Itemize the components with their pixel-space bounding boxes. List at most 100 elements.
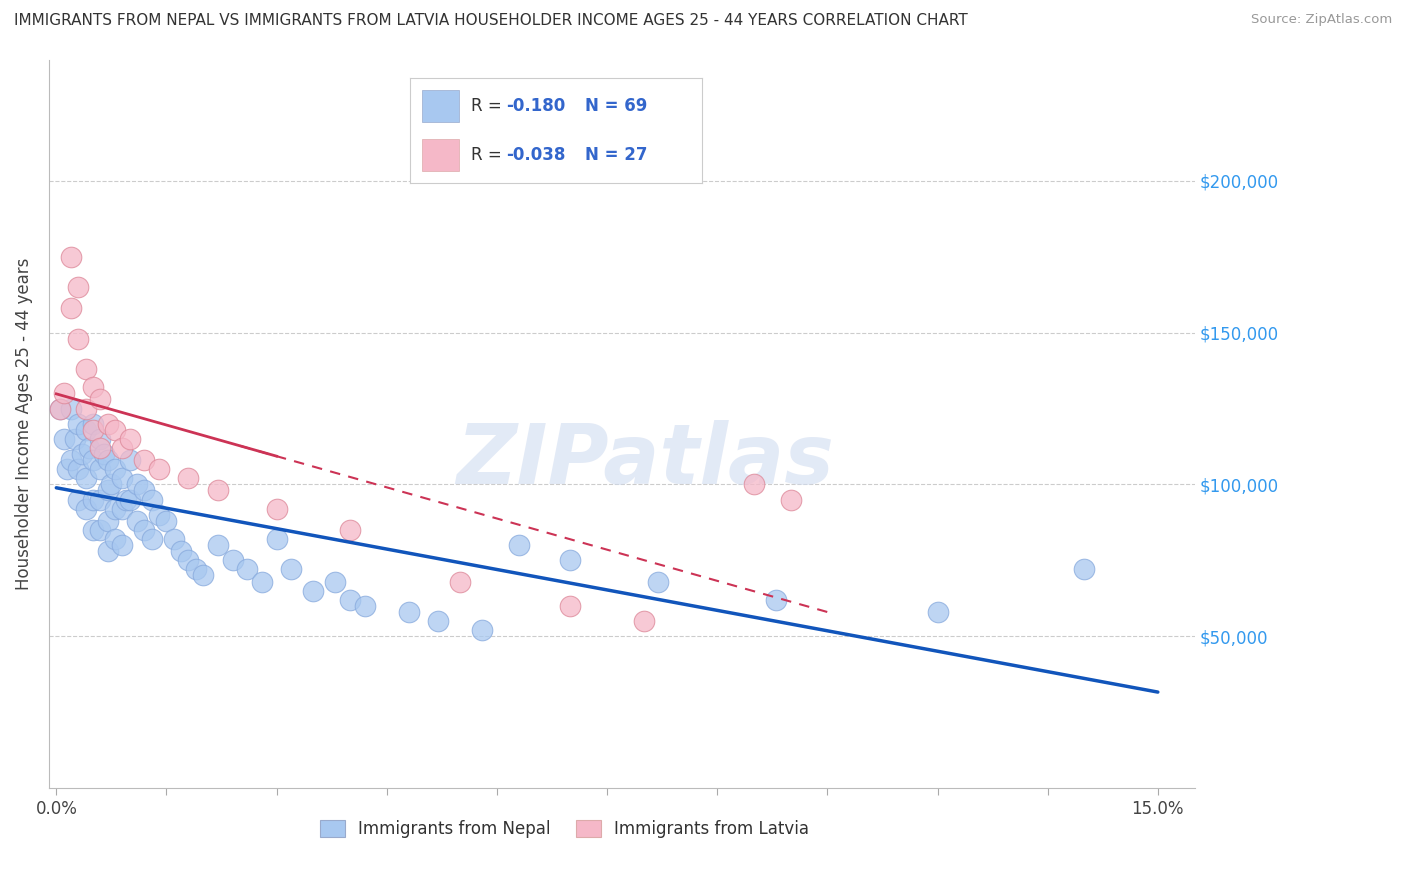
Point — [82, 453, 104, 467]
Point — [779, 492, 801, 507]
Point — [302, 583, 325, 598]
Point — [353, 599, 375, 613]
Point — [67, 492, 90, 507]
Point — [59, 301, 82, 316]
Point — [127, 514, 149, 528]
Text: ZIPatlas: ZIPatlas — [456, 419, 834, 500]
Point — [221, 553, 243, 567]
Point — [59, 250, 82, 264]
Point — [111, 441, 134, 455]
Point — [70, 447, 93, 461]
Point — [67, 332, 90, 346]
Point — [82, 380, 104, 394]
Point — [100, 477, 122, 491]
Point — [339, 592, 361, 607]
Point — [134, 483, 156, 498]
Point — [89, 432, 111, 446]
Point — [82, 523, 104, 537]
Point — [560, 553, 582, 567]
Point — [508, 538, 530, 552]
Point — [49, 401, 72, 416]
Point — [184, 562, 207, 576]
Point — [97, 417, 120, 431]
Point — [111, 471, 134, 485]
Point — [471, 623, 494, 637]
Point — [89, 523, 111, 537]
Point — [765, 592, 787, 607]
Point — [89, 462, 111, 476]
Point — [75, 423, 97, 437]
Point — [97, 514, 120, 528]
Point — [193, 568, 215, 582]
Point — [280, 562, 302, 576]
Point — [89, 392, 111, 407]
Point — [104, 423, 127, 437]
Point — [67, 280, 90, 294]
Point — [59, 453, 82, 467]
Point — [59, 401, 82, 416]
Y-axis label: Householder Income Ages 25 - 44 years: Householder Income Ages 25 - 44 years — [15, 258, 32, 590]
Point — [89, 492, 111, 507]
Point — [75, 471, 97, 485]
Point — [89, 441, 111, 455]
Point — [134, 453, 156, 467]
Point — [742, 477, 765, 491]
Point — [155, 514, 177, 528]
Point — [97, 483, 120, 498]
Point — [97, 453, 120, 467]
Point — [63, 432, 86, 446]
Point — [93, 447, 115, 461]
Point — [127, 477, 149, 491]
Point — [97, 544, 120, 558]
Point — [134, 523, 156, 537]
Point — [104, 501, 127, 516]
Point — [236, 562, 259, 576]
Point — [560, 599, 582, 613]
Point — [111, 501, 134, 516]
Point — [82, 417, 104, 431]
Point — [633, 614, 655, 628]
Point — [427, 614, 450, 628]
Point — [104, 532, 127, 546]
Point — [647, 574, 669, 589]
Text: IMMIGRANTS FROM NEPAL VS IMMIGRANTS FROM LATVIA HOUSEHOLDER INCOME AGES 25 - 44 : IMMIGRANTS FROM NEPAL VS IMMIGRANTS FROM… — [14, 13, 967, 29]
Point — [115, 492, 138, 507]
Point — [118, 453, 141, 467]
Point — [163, 532, 186, 546]
Point — [82, 423, 104, 437]
Point — [266, 532, 288, 546]
Point — [266, 501, 288, 516]
Point — [207, 538, 229, 552]
Point — [141, 492, 163, 507]
Point — [104, 462, 127, 476]
Legend: Immigrants from Nepal, Immigrants from Latvia: Immigrants from Nepal, Immigrants from L… — [314, 814, 815, 845]
Point — [170, 544, 193, 558]
Point — [177, 471, 200, 485]
Point — [67, 417, 90, 431]
Point — [325, 574, 347, 589]
Point — [111, 538, 134, 552]
Point — [56, 462, 79, 476]
Point — [927, 605, 949, 619]
Point — [141, 532, 163, 546]
Point — [449, 574, 471, 589]
Point — [250, 574, 273, 589]
Point — [1073, 562, 1095, 576]
Point — [75, 401, 97, 416]
Point — [118, 432, 141, 446]
Point — [118, 492, 141, 507]
Point — [49, 401, 72, 416]
Point — [79, 441, 101, 455]
Point — [177, 553, 200, 567]
Point — [339, 523, 361, 537]
Point — [52, 386, 75, 401]
Point — [75, 501, 97, 516]
Point — [52, 432, 75, 446]
Point — [207, 483, 229, 498]
Point — [67, 462, 90, 476]
Point — [75, 362, 97, 376]
Text: Source: ZipAtlas.com: Source: ZipAtlas.com — [1251, 13, 1392, 27]
Point — [148, 508, 170, 522]
Point — [82, 492, 104, 507]
Point — [398, 605, 420, 619]
